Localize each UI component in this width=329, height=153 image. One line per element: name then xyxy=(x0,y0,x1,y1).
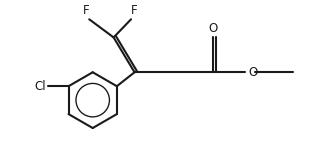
Text: O: O xyxy=(209,22,218,35)
Text: F: F xyxy=(131,4,138,17)
Text: Cl: Cl xyxy=(35,80,46,93)
Text: F: F xyxy=(83,4,89,17)
Text: O: O xyxy=(248,66,257,79)
